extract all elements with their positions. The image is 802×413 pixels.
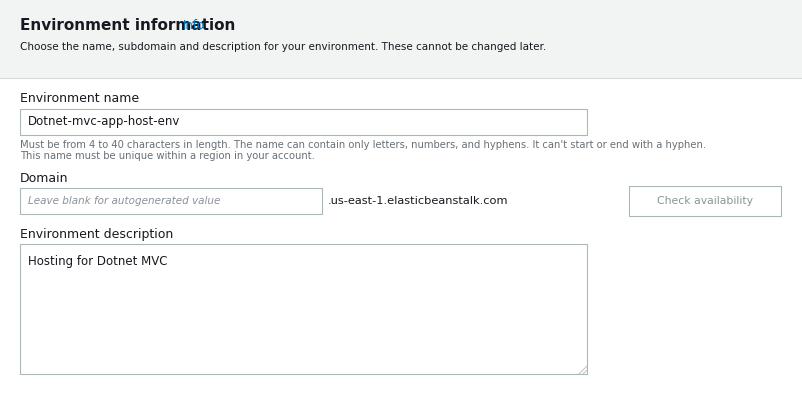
FancyBboxPatch shape	[628, 186, 780, 216]
Text: Check availability: Check availability	[656, 196, 752, 206]
Text: .us-east-1.elasticbeanstalk.com: .us-east-1.elasticbeanstalk.com	[327, 196, 508, 206]
FancyBboxPatch shape	[20, 109, 586, 135]
Text: Domain: Domain	[20, 172, 68, 185]
FancyBboxPatch shape	[0, 0, 802, 78]
Text: Must be from 4 to 40 characters in length. The name can contain only letters, nu: Must be from 4 to 40 characters in lengt…	[20, 140, 705, 150]
Text: This name must be unique within a region in your account.: This name must be unique within a region…	[20, 151, 314, 161]
Text: Environment description: Environment description	[20, 228, 173, 241]
Text: Hosting for Dotnet MVC: Hosting for Dotnet MVC	[28, 255, 168, 268]
Text: Leave blank for autogenerated value: Leave blank for autogenerated value	[28, 196, 220, 206]
Text: Info: Info	[183, 19, 205, 32]
Text: Dotnet-mvc-app-host-env: Dotnet-mvc-app-host-env	[28, 116, 180, 128]
Text: Environment name: Environment name	[20, 92, 139, 105]
Text: Choose the name, subdomain and description for your environment. These cannot be: Choose the name, subdomain and descripti…	[20, 42, 545, 52]
FancyBboxPatch shape	[20, 188, 322, 214]
Text: Environment information: Environment information	[20, 18, 235, 33]
FancyBboxPatch shape	[20, 244, 586, 374]
